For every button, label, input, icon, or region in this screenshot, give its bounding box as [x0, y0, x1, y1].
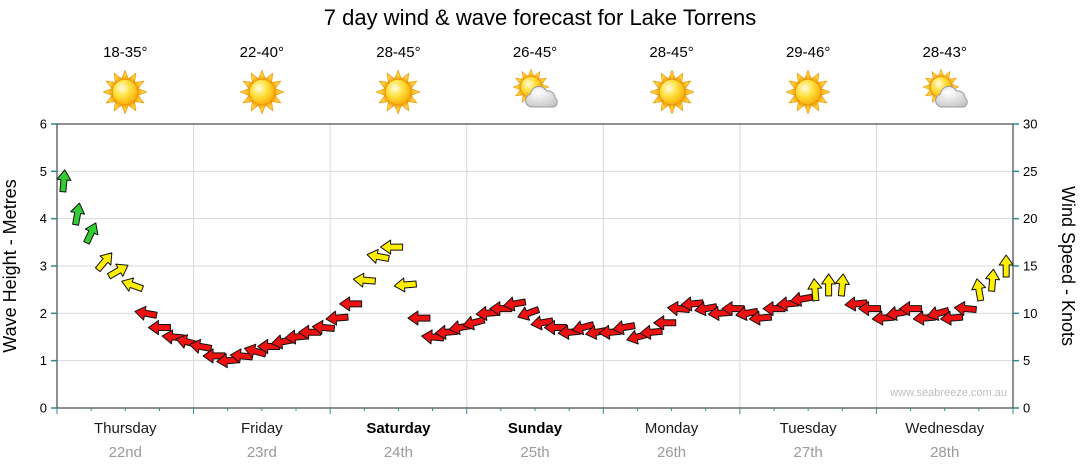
day-name-label: Saturday	[366, 420, 431, 437]
wind-arrow	[106, 263, 129, 280]
temperature-range: 28-45°	[376, 44, 421, 61]
wind-arrow	[325, 310, 349, 326]
wind-arrow	[407, 310, 431, 326]
wind-arrow	[352, 272, 377, 288]
wind-arrow	[998, 254, 1014, 278]
wind-arrow	[83, 222, 99, 245]
day-name-label: Friday	[241, 420, 283, 437]
watermark: www.seabreeze.com.au	[889, 387, 1007, 399]
wind-arrow	[694, 301, 718, 317]
day-name-label: Monday	[644, 420, 699, 437]
wind-arrow	[807, 278, 823, 302]
left-axis-tick-label: 2	[40, 306, 47, 321]
right-axis-tick-label: 20	[1023, 211, 1037, 226]
right-axis-tick-label: 5	[1023, 353, 1030, 368]
left-axis-tick-label: 3	[40, 259, 47, 274]
temperature-range: 28-45°	[649, 44, 694, 61]
wind-arrow	[940, 310, 964, 326]
wind-arrow	[503, 296, 527, 312]
wind-arrow	[971, 278, 987, 302]
wind-arrow	[462, 315, 486, 331]
wind-arrow	[134, 305, 158, 321]
day-date-label: 22nd	[108, 444, 142, 461]
wind-arrow	[94, 252, 113, 273]
day-date-label: 24th	[383, 444, 414, 461]
left-axis-tick-label: 6	[40, 117, 47, 132]
temperature-range: 18-35°	[103, 44, 148, 61]
wind-arrow	[366, 248, 390, 264]
left-axis-title: Wave Height - Metres	[0, 179, 20, 352]
sun-icon	[238, 68, 286, 116]
wind-arrow	[189, 338, 213, 354]
sun-icon	[374, 68, 422, 116]
right-axis-tick-label: 15	[1023, 259, 1037, 274]
wind-arrow	[56, 169, 72, 193]
page-title: 7 day wind & wave forecast for Lake Torr…	[323, 5, 757, 30]
wind-arrow	[821, 273, 837, 297]
wind-arrow	[985, 268, 1001, 292]
day-date-label: 26th	[656, 444, 687, 461]
right-axis-title: Wind Speed - Knots	[1058, 186, 1078, 346]
day-name-label: Sunday	[507, 420, 563, 437]
wind-arrow	[243, 343, 267, 359]
right-axis-tick-label: 0	[1023, 401, 1030, 416]
wind-arrow	[735, 306, 759, 321]
wind-arrow	[311, 319, 336, 335]
wind-arrow	[748, 310, 773, 326]
right-axis-tick-label: 25	[1023, 164, 1037, 179]
wind-arrow	[380, 239, 404, 255]
temperature-range: 22-40°	[239, 44, 285, 61]
left-axis-tick-label: 1	[40, 353, 47, 368]
right-axis-tick-label: 10	[1023, 306, 1037, 321]
wind-arrow	[530, 315, 554, 331]
wind-arrow	[612, 320, 636, 336]
wind-arrow	[653, 315, 677, 331]
day-date-label: 23rd	[246, 444, 277, 461]
day-date-label: 25th	[520, 444, 550, 461]
temperature-range: 26-45°	[512, 44, 558, 61]
wind-arrow	[70, 202, 86, 226]
sun-icon	[784, 68, 832, 116]
day-name-label: Wednesday	[905, 420, 985, 437]
wind-arrow	[834, 273, 850, 297]
temperature-range: 28-43°	[922, 44, 967, 61]
left-axis-tick-label: 0	[40, 401, 47, 416]
sun-icon	[101, 68, 149, 116]
wind-arrow	[899, 301, 923, 317]
cloud-shape	[934, 85, 968, 108]
right-axis-tick-label: 30	[1023, 117, 1037, 132]
sun-cloud-icon	[511, 68, 559, 116]
day-date-label: 27th	[793, 444, 823, 461]
day-name-label: Thursday	[94, 420, 157, 437]
wind-arrow	[639, 324, 663, 340]
temperature-range: 29-46°	[785, 44, 831, 61]
left-axis-tick-label: 5	[40, 164, 47, 179]
sun-icon	[648, 68, 696, 116]
day-name-label: Tuesday	[779, 420, 837, 437]
wind-arrow	[926, 306, 950, 321]
wind-arrow	[571, 320, 595, 336]
wind-arrow	[517, 306, 541, 321]
wind-arrow	[858, 301, 882, 317]
wind-arrow	[339, 296, 363, 312]
wind-arrow	[393, 277, 417, 293]
wind-arrow	[147, 320, 171, 336]
cloud-shape	[525, 85, 558, 108]
sun-cloud-icon	[921, 68, 969, 116]
day-date-label: 28th	[930, 444, 960, 461]
wind-arrow	[121, 277, 144, 293]
left-axis-tick-label: 4	[40, 211, 47, 226]
wind-arrow	[953, 301, 977, 316]
